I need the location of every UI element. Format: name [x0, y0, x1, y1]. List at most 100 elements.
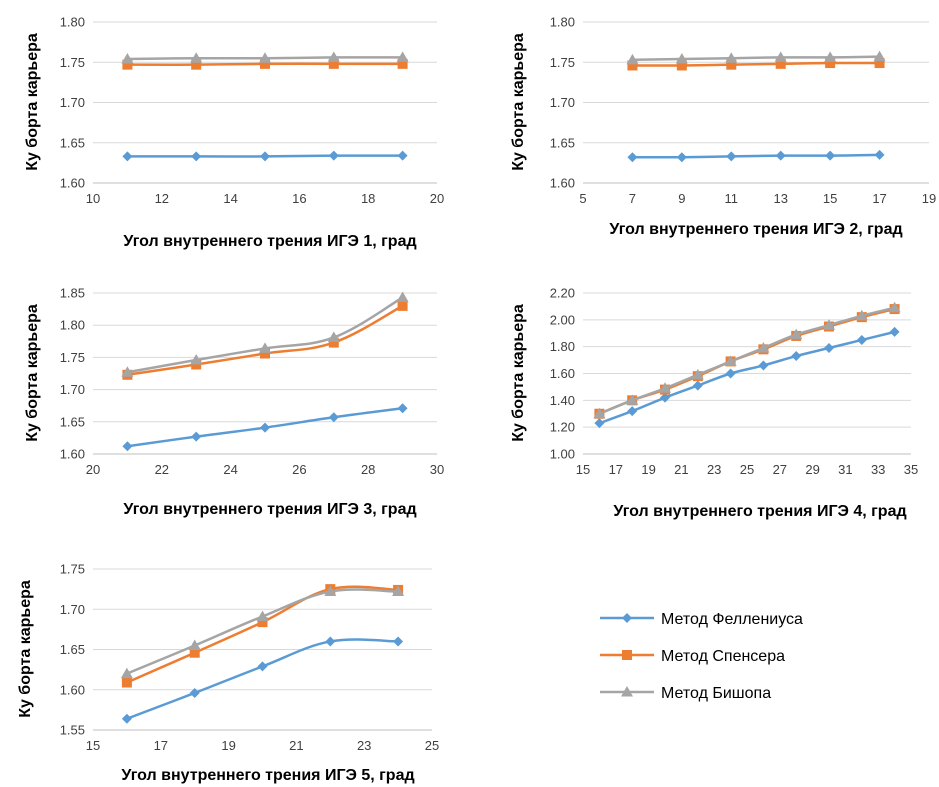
data-point-triangle [327, 331, 340, 342]
data-point-diamond [189, 687, 200, 698]
y-tick-label: 1.65 [60, 414, 85, 429]
series-line-1 [598, 330, 895, 425]
x-tick-label: 30 [430, 462, 444, 477]
x-tick-label: 19 [221, 738, 235, 753]
legend-marker-triangle [621, 686, 633, 697]
y-axis-title: Ку борта карьера [24, 33, 41, 171]
data-point-triangle [259, 342, 271, 353]
data-point-square [260, 348, 270, 359]
data-point-square [121, 677, 132, 688]
data-point-triangle [327, 51, 340, 62]
data-point-triangle [256, 610, 269, 621]
data-point-diamond [260, 151, 270, 162]
data-point-square [328, 337, 339, 348]
data-point-square [397, 300, 408, 311]
data-point-diamond [676, 152, 687, 163]
data-point-square [260, 58, 270, 69]
y-axis-title: Ку борта карьера [510, 33, 527, 171]
data-point-diamond [328, 150, 339, 161]
data-point-triangle [823, 319, 835, 330]
y-tick-label: 1.60 [60, 176, 85, 191]
x-tick-label: 35 [904, 462, 918, 477]
data-point-triangle [790, 328, 803, 340]
data-point-diamond [725, 368, 736, 379]
data-point-diamond [397, 150, 408, 161]
x-tick-label: 28 [361, 462, 375, 477]
data-point-triangle [725, 52, 738, 63]
data-point-diamond [825, 150, 836, 161]
data-point-triangle [724, 355, 737, 366]
data-point-triangle [626, 53, 639, 65]
y-tick-label: 2.00 [550, 312, 575, 327]
x-tick-label: 19 [922, 191, 936, 206]
data-point-diamond [627, 406, 638, 417]
data-point-triangle [121, 366, 134, 377]
y-axis-title: Ку борта карьера [510, 304, 527, 442]
x-tick-label: 13 [773, 191, 787, 206]
legend-marker-square [622, 650, 632, 660]
x-tick-label: 33 [871, 462, 885, 477]
x-tick-label: 20 [86, 462, 100, 477]
y-tick-label: 1.20 [550, 420, 575, 435]
series-line-3 [126, 588, 399, 675]
chart-panel-3: 1.60 1.65 1.70 1.75 1.80 1.85 20 22 24 26 28 30 Угол… [24, 286, 444, 519]
data-point-square [874, 58, 885, 69]
data-point-triangle [121, 53, 134, 64]
y-tick-label: 1.65 [550, 135, 575, 150]
data-point-diamond [594, 418, 605, 429]
chart-panel-2: 1.60 1.65 1.70 1.75 1.80 5 7 9 11 13 15 17 19 Угол вн… [510, 15, 936, 239]
x-tick-label: 20 [430, 191, 444, 206]
y-tick-label: 1.75 [60, 562, 85, 577]
data-point-square [726, 59, 737, 70]
x-tick-label: 25 [740, 462, 754, 477]
y-tick-label: 1.40 [550, 393, 575, 408]
x-tick-label: 24 [223, 462, 237, 477]
x-tick-label: 23 [357, 738, 371, 753]
legend-label: Метод Феллениуса [661, 611, 803, 628]
data-point-diamond [121, 713, 132, 724]
x-tick-label: 19 [641, 462, 655, 477]
y-tick-label: 1.60 [60, 682, 85, 697]
series-line-3 [598, 306, 895, 415]
x-tick-label: 21 [674, 462, 688, 477]
data-point-square [825, 58, 836, 69]
data-point-diamond [122, 151, 133, 162]
y-tick-label: 1.75 [60, 350, 85, 365]
x-tick-label: 23 [707, 462, 721, 477]
data-point-diamond [191, 151, 202, 162]
data-point-diamond [874, 149, 885, 160]
data-point-triangle [593, 407, 606, 419]
data-point-triangle [190, 52, 203, 63]
data-point-diamond [660, 392, 670, 403]
data-point-square [257, 617, 268, 628]
data-point-triangle [324, 585, 337, 597]
y-tick-label: 1.80 [550, 339, 575, 354]
data-point-diamond [758, 360, 769, 371]
x-tick-label: 25 [425, 738, 439, 753]
y-tick-label: 1.00 [550, 447, 575, 462]
y-tick-label: 1.70 [60, 382, 85, 397]
y-tick-label: 1.85 [60, 286, 85, 301]
y-tick-label: 1.65 [60, 135, 85, 150]
x-tick-label: 15 [823, 191, 837, 206]
data-point-square [627, 60, 638, 71]
data-point-diamond [775, 150, 786, 161]
data-point-triangle [659, 382, 671, 393]
x-tick-label: 15 [576, 462, 590, 477]
data-point-square [676, 60, 687, 71]
x-tick-label: 15 [86, 738, 100, 753]
data-point-square [775, 58, 786, 69]
y-tick-label: 1.60 [550, 176, 575, 191]
data-point-triangle [757, 342, 770, 353]
data-point-triangle [120, 667, 133, 679]
y-tick-label: 1.60 [60, 447, 85, 462]
x-tick-label: 31 [838, 462, 852, 477]
x-tick-label: 18 [361, 191, 375, 206]
y-tick-label: 2.20 [550, 286, 575, 301]
data-point-diamond [393, 636, 404, 647]
y-tick-label: 1.70 [550, 95, 575, 110]
data-point-diamond [257, 661, 268, 672]
data-point-square [328, 58, 339, 69]
x-tick-label: 10 [86, 191, 100, 206]
y-tick-label: 1.55 [60, 723, 85, 738]
